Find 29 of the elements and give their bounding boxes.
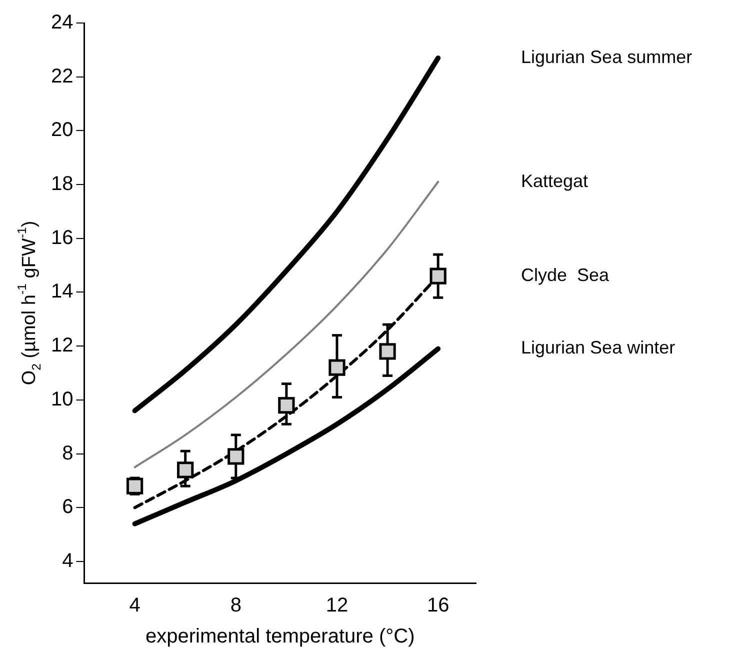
y-axis-title: O2 (µmol h-1 gFW-1) — [15, 220, 44, 386]
y-tick-label: 8 — [62, 442, 74, 464]
point — [379, 343, 396, 360]
point — [126, 478, 144, 494]
x-tick-label: 12 — [326, 594, 348, 617]
point — [177, 462, 194, 478]
x-tick-label: 4 — [129, 594, 140, 617]
text: Ligurian Sea summer — [521, 46, 692, 67]
point — [278, 396, 295, 414]
y-tick-label: 20 — [50, 119, 74, 142]
y-tick-label: 12 — [50, 334, 74, 357]
text: Kattegat — [521, 170, 588, 191]
y-tick-label: 22 — [50, 65, 74, 88]
text: Ligurian Sea winter — [521, 338, 676, 358]
y-tick-label: 4 — [62, 550, 74, 572]
y-tick-label: 18 — [50, 173, 74, 196]
point — [328, 359, 346, 376]
x-tick-label: 16 — [426, 594, 450, 617]
line-series — [134, 180, 440, 468]
x-tick-label: 8 — [230, 594, 242, 617]
point — [430, 268, 446, 284]
y-tick-label: 24 — [50, 12, 74, 34]
y-tick-label: 6 — [62, 496, 74, 518]
text: Clyde Sea — [521, 265, 610, 286]
point — [228, 448, 244, 465]
x-axis-title: experimental temperature (°C) — [146, 626, 415, 648]
y-tick-label: 14 — [50, 280, 74, 303]
y-tick-label: 10 — [50, 388, 74, 410]
y-tick-label: 16 — [50, 226, 74, 249]
